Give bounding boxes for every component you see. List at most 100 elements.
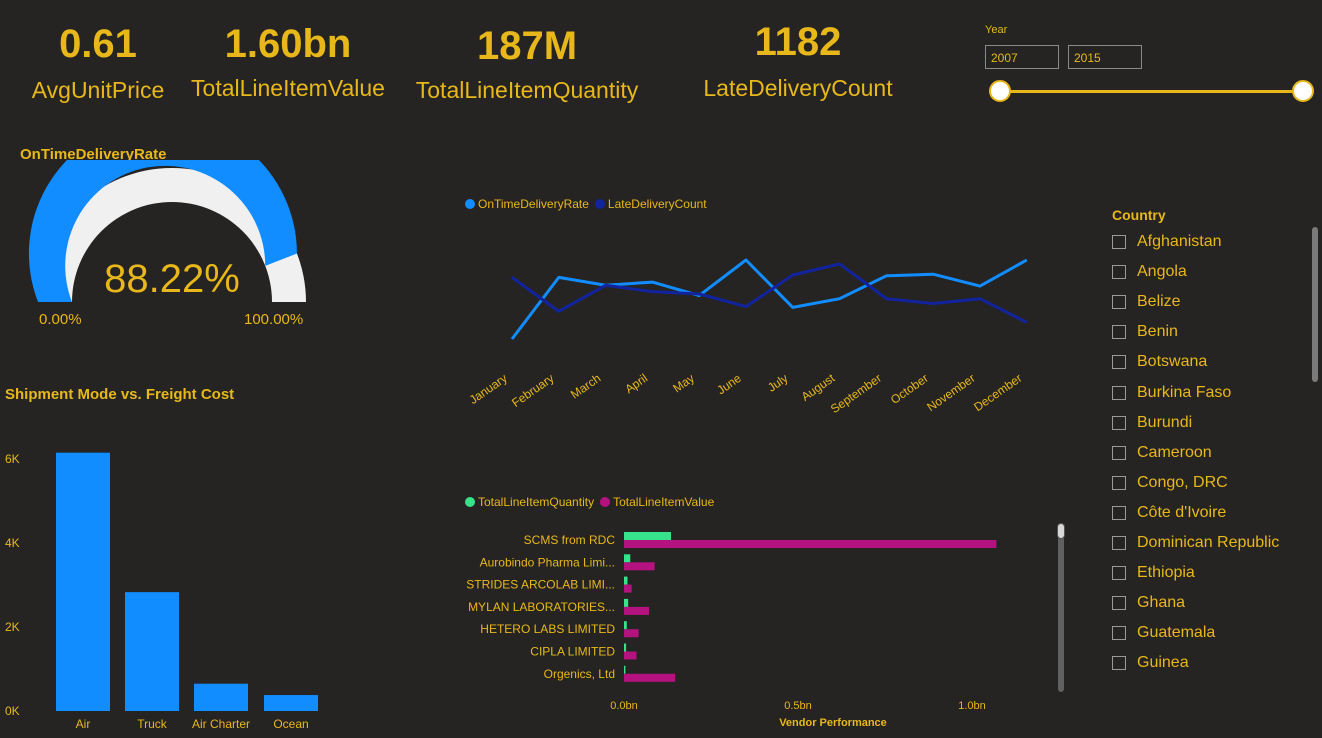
bar-air-charter[interactable]: [194, 683, 248, 711]
country-label: Ethiopia: [1137, 564, 1195, 582]
vendor-scrollbar-thumb[interactable]: [1057, 523, 1065, 539]
country-checkbox[interactable]: [1112, 445, 1126, 460]
bar-truck[interactable]: [125, 592, 179, 711]
country-checkbox[interactable]: [1112, 505, 1126, 520]
country-checkbox[interactable]: [1112, 385, 1126, 400]
vendor-performance-chart: SCMS from RDC Aurobindo Pharma Limi... STR…: [466, 532, 997, 729]
total-line-item-value-label: TotalLineItemValue: [191, 75, 385, 101]
line-chart-legend: OnTimeDeliveryRate LateDeliveryCount: [465, 197, 707, 211]
vendor-value-bar[interactable]: [624, 651, 637, 660]
country-item[interactable]: Dominican Republic: [1112, 532, 1279, 554]
delivery-line-chart: January February March April May June July Augu…: [467, 258, 1028, 416]
avg-unit-price-value: 0.61: [59, 22, 137, 66]
legend-dot-late: [594, 199, 605, 209]
vendor-quantity-bar[interactable]: [624, 598, 629, 607]
country-checkbox[interactable]: [1112, 235, 1126, 249]
line-series-late-delivery-count: [511, 262, 1028, 324]
country-scrollbar[interactable]: [1312, 227, 1318, 382]
vendor-value-bar[interactable]: [624, 673, 676, 682]
country-checkbox[interactable]: [1112, 656, 1126, 671]
country-slicer-title: Country: [1112, 207, 1166, 223]
bar-air[interactable]: [56, 452, 110, 711]
country-checkbox[interactable]: [1112, 355, 1126, 370]
vendor-value-bar[interactable]: [624, 629, 639, 638]
country-item[interactable]: Benin: [1112, 321, 1178, 343]
total-line-item-value-value: 1.60bn: [224, 22, 352, 66]
country-checkbox[interactable]: [1112, 325, 1126, 340]
country-item[interactable]: Angola: [1112, 261, 1187, 283]
vendor-label: HETERO LABS LIMITED: [480, 622, 615, 636]
country-item[interactable]: Burundi: [1112, 412, 1192, 434]
gauge-min-label: 0.00%: [39, 311, 82, 328]
line-x-tick-label: September: [828, 371, 884, 416]
vendor-value-bar[interactable]: [624, 606, 650, 615]
legend-label-on-time: OnTimeDeliveryRate: [478, 197, 589, 211]
country-item[interactable]: Burkina Faso: [1112, 382, 1231, 404]
year-to-input[interactable]: 2015: [1068, 45, 1142, 69]
bar-y-tick-label: 2K: [5, 620, 20, 634]
vendor-quantity-bar[interactable]: [624, 532, 671, 540]
line-x-tick-label: April: [622, 371, 650, 396]
country-label: Congo, DRC: [1137, 473, 1228, 491]
country-item[interactable]: Guinea: [1112, 652, 1189, 674]
country-item[interactable]: Cameroon: [1112, 442, 1212, 464]
bar-x-tick-label: Air Charter: [192, 717, 250, 731]
total-line-item-quantity-label: TotalLineItemQuantity: [415, 77, 639, 103]
country-checkbox[interactable]: [1112, 596, 1126, 611]
vendor-quantity-bar[interactable]: [624, 576, 628, 585]
country-item[interactable]: Ethiopia: [1112, 562, 1195, 584]
vendor-chart-axis-title: Vendor Performance: [779, 717, 887, 729]
vendor-label: CIPLA LIMITED: [530, 645, 615, 659]
vendor-label: Orgenics, Ltd: [544, 667, 615, 681]
country-checkbox[interactable]: [1112, 415, 1126, 430]
country-label: Guinea: [1137, 654, 1189, 672]
vendor-label: SCMS from RDC: [524, 533, 616, 547]
legend-label-value: TotalLineItemValue: [613, 495, 715, 509]
vendor-value-bar[interactable]: [624, 540, 997, 548]
vendor-chart-legend: TotalLineItemQuantity TotalLineItemValue: [465, 495, 714, 509]
gauge-title: OnTimeDeliveryRate: [20, 146, 167, 163]
bar-y-tick-label: 4K: [5, 536, 20, 550]
country-item[interactable]: Afghanistan: [1112, 231, 1222, 253]
line-x-tick-label: January: [467, 371, 510, 407]
country-checkbox[interactable]: [1112, 475, 1126, 490]
late-delivery-count-label: LateDeliveryCount: [703, 75, 893, 101]
country-label: Ghana: [1137, 594, 1186, 612]
country-checkbox[interactable]: [1112, 265, 1126, 280]
year-slider-start-handle[interactable]: [989, 80, 1011, 102]
country-item[interactable]: Guatemala: [1112, 622, 1215, 644]
country-checkbox[interactable]: [1112, 536, 1126, 550]
vendor-scrollbar-track[interactable]: [1058, 524, 1064, 692]
country-label: Dominican Republic: [1137, 534, 1280, 551]
country-label: Guatemala: [1137, 624, 1216, 642]
country-item[interactable]: Congo, DRC: [1112, 472, 1228, 494]
country-item[interactable]: Côte d'Ivoire: [1112, 502, 1226, 524]
country-label: Belize: [1137, 293, 1181, 311]
year-from-input[interactable]: 2007: [985, 45, 1059, 69]
country-label: Burkina Faso: [1137, 383, 1232, 401]
vendor-label: MYLAN LABORATORIES...: [468, 600, 615, 614]
year-slider-end-handle[interactable]: [1292, 80, 1314, 102]
line-x-tick-label: August: [799, 371, 838, 404]
vendor-quantity-bar[interactable]: [624, 643, 627, 652]
vendor-quantity-bar[interactable]: [624, 554, 631, 563]
vendor-x-tick-label: 0.5bn: [784, 700, 812, 712]
country-checkbox[interactable]: [1112, 626, 1126, 641]
gauge-value-arc: [28, 160, 297, 302]
vendor-quantity-bar[interactable]: [624, 665, 626, 674]
bar-chart-title: Shipment Mode vs. Freight Cost: [5, 386, 235, 403]
country-item[interactable]: Botswana: [1112, 351, 1207, 373]
bar-x-tick-label: Truck: [137, 717, 168, 731]
country-item[interactable]: Belize: [1112, 291, 1181, 313]
total-line-item-quantity-value: 187M: [476, 24, 578, 68]
vendor-value-bar[interactable]: [624, 584, 632, 593]
country-checkbox[interactable]: [1112, 566, 1126, 581]
year-slider-track[interactable]: [1000, 90, 1303, 93]
country-checkbox[interactable]: [1112, 295, 1126, 310]
country-item[interactable]: Ghana: [1112, 592, 1185, 614]
bar-ocean[interactable]: [264, 695, 318, 711]
vendor-quantity-bar[interactable]: [624, 621, 627, 630]
vendor-x-tick-label: 0.0bn: [610, 700, 638, 712]
vendor-value-bar[interactable]: [624, 562, 655, 571]
on-time-delivery-gauge: [28, 160, 306, 302]
